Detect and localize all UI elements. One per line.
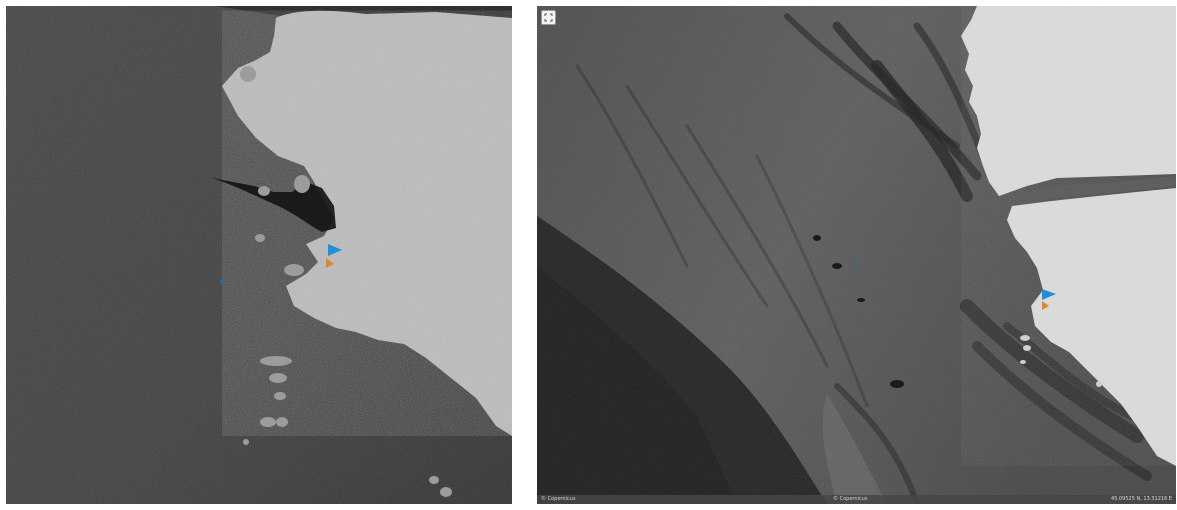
fullscreen-button[interactable] xyxy=(541,10,556,25)
vessel-marker-blue xyxy=(328,244,342,256)
right-sar-viewer: © Copernicus © Copernicus 45.09525 N, 13… xyxy=(537,6,1176,504)
coastal-islets xyxy=(1020,335,1102,387)
coordinate-readout: 45.09525 N, 13.31218 E xyxy=(1111,496,1172,502)
land-texture xyxy=(961,6,1176,466)
left-sar-scene xyxy=(6,6,512,504)
land-texture xyxy=(222,10,512,436)
target-marker xyxy=(853,260,857,263)
small-islands xyxy=(240,66,452,497)
dark-spots xyxy=(813,235,904,388)
vessel-marker-orange xyxy=(326,258,334,268)
expand-arrows-icon xyxy=(544,13,553,22)
attribution-middle: © Copernicus xyxy=(833,496,868,502)
right-sar-scene xyxy=(537,6,1176,504)
left-sar-image xyxy=(6,6,512,504)
map-status-bar: © Copernicus © Copernicus 45.09525 N, 13… xyxy=(537,495,1176,504)
attribution-left: © Copernicus xyxy=(541,496,576,502)
vessel-marker-orange xyxy=(1042,301,1049,310)
vessel-marker-blue xyxy=(1042,289,1056,300)
target-marker xyxy=(220,280,225,284)
